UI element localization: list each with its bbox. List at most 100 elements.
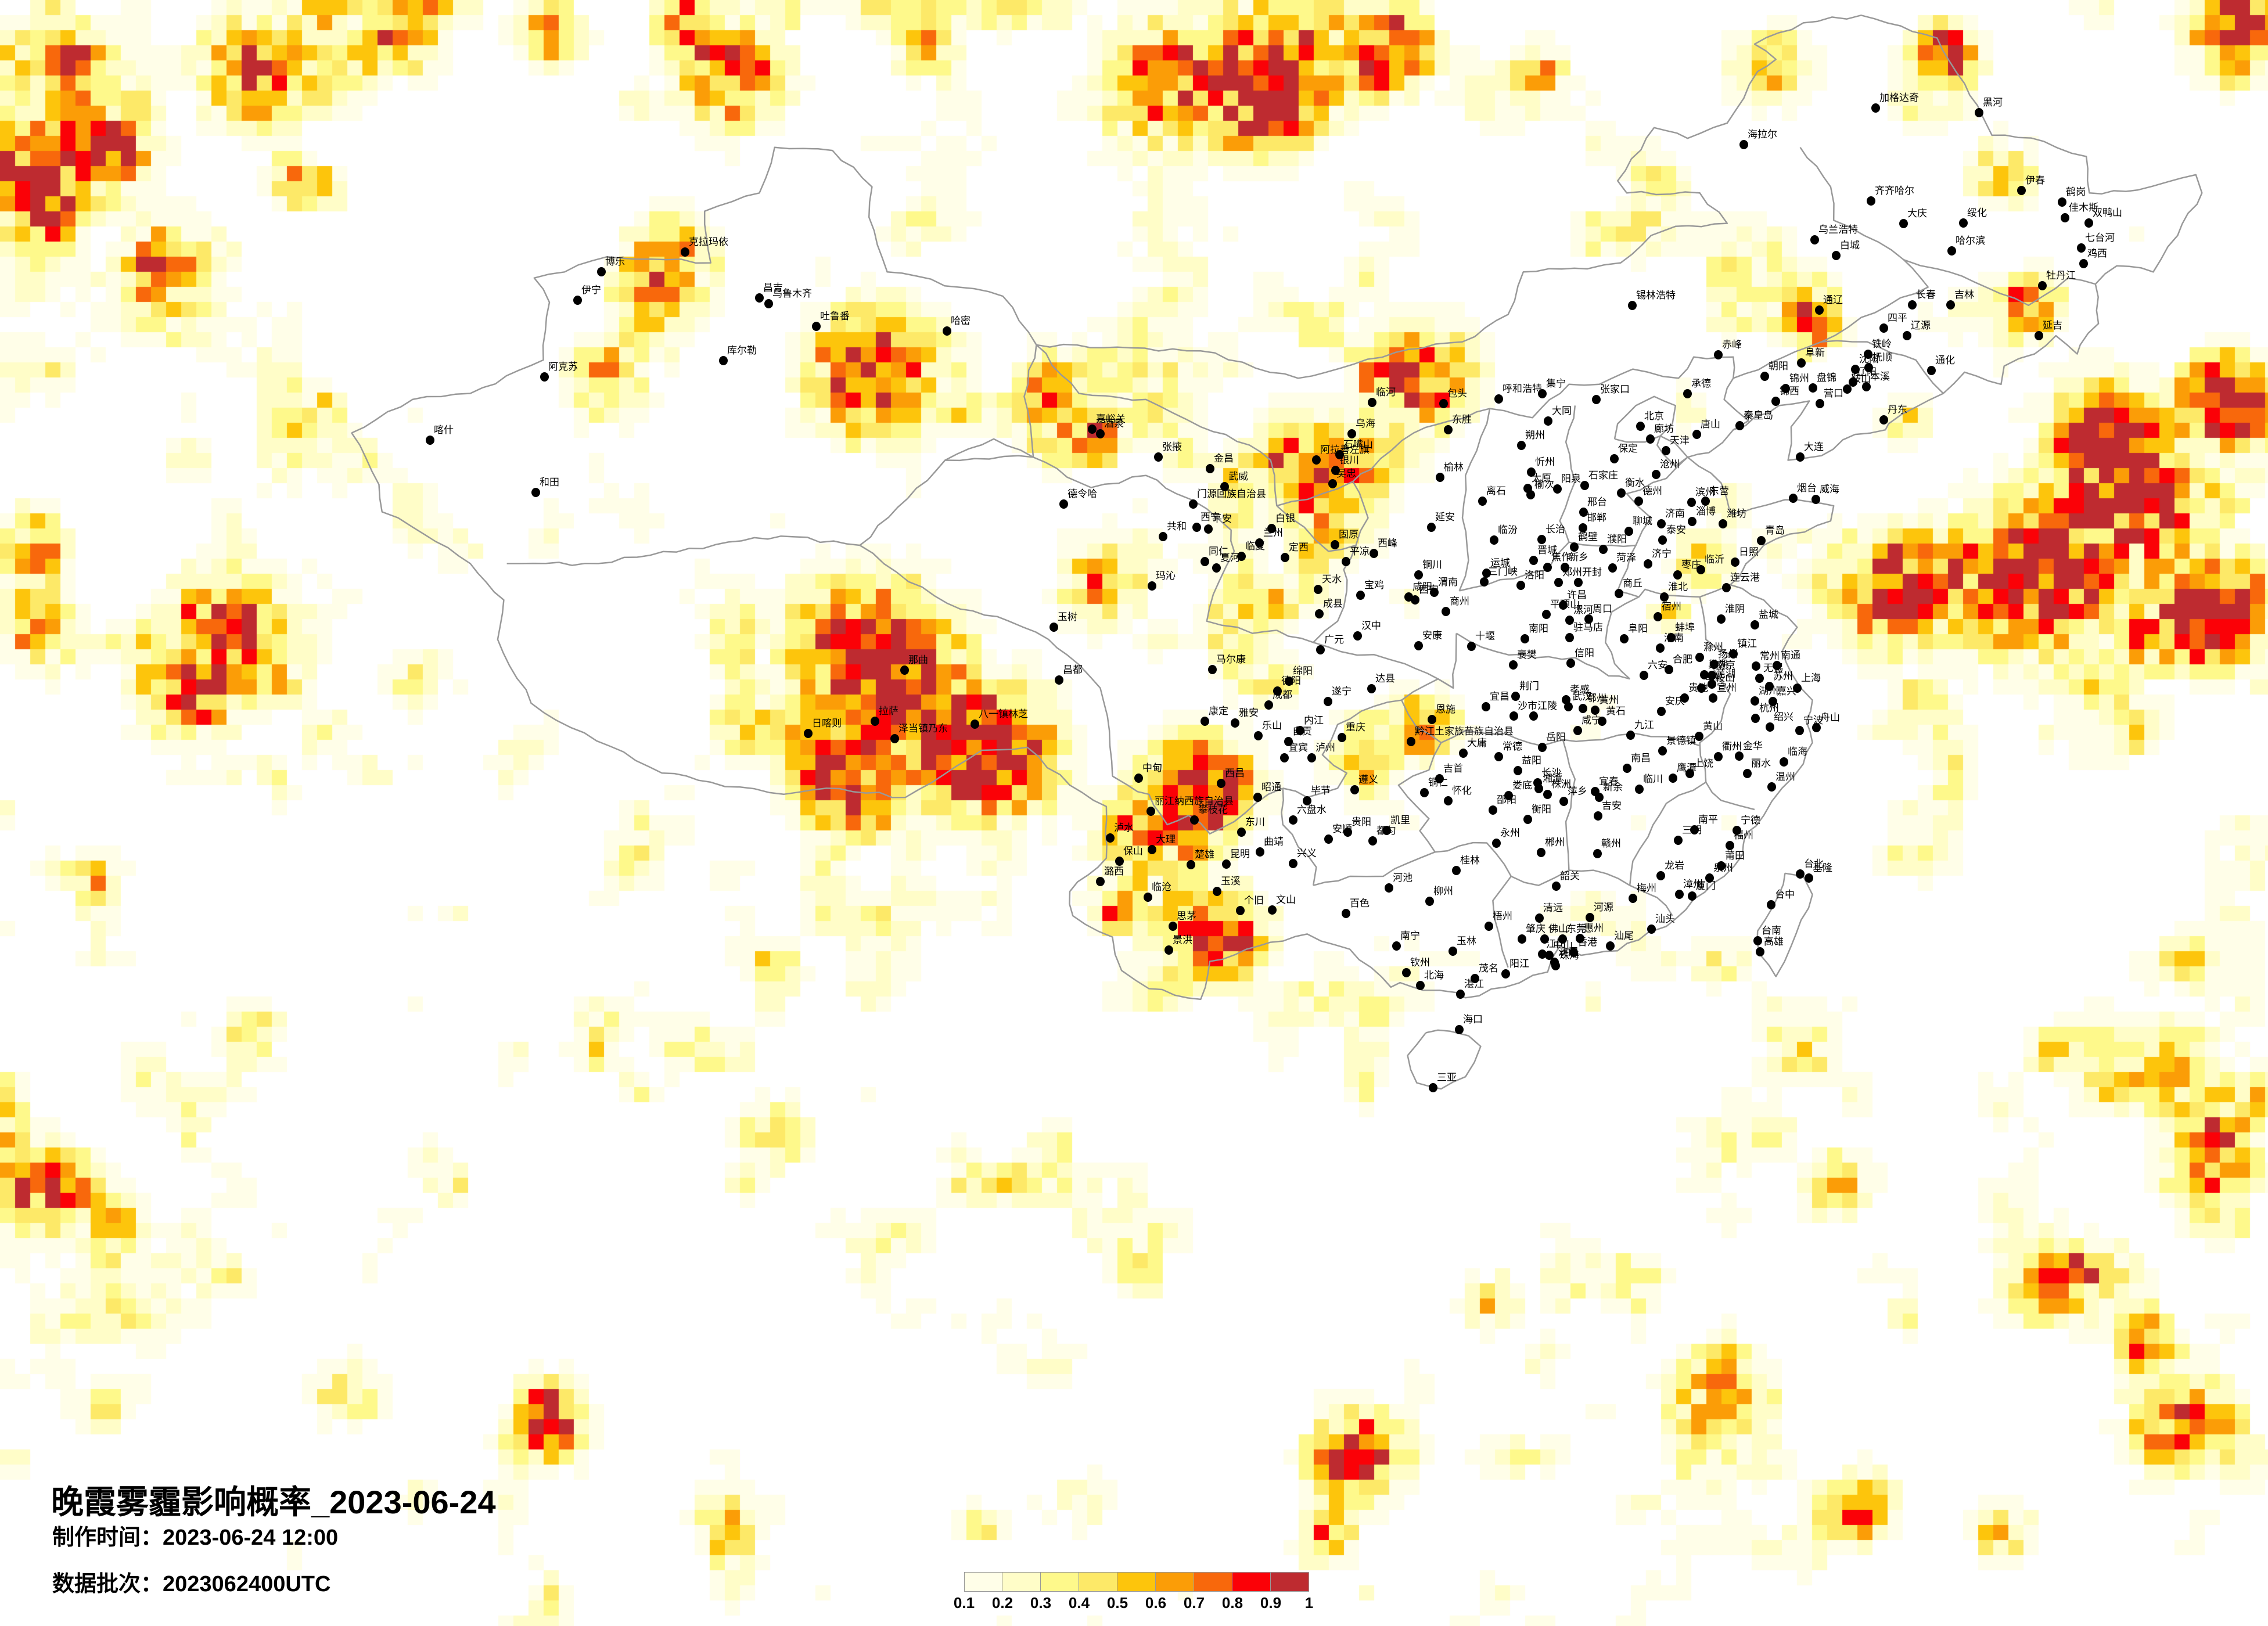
title-date: _2023-06-24 — [311, 1484, 496, 1520]
city-dot-icon — [1832, 251, 1841, 260]
city-dot-icon — [1665, 665, 1673, 674]
city-label: 离石 — [1486, 485, 1506, 497]
city-dot-icon — [1551, 961, 1560, 970]
city-label: 宁波 — [1803, 715, 1823, 726]
city-label: 永州 — [1500, 828, 1520, 839]
city-label: 宜昌 — [1490, 691, 1509, 702]
city-dot-icon — [1540, 934, 1549, 944]
city-label: 大理 — [1156, 834, 1176, 845]
legend-tick-label: 0.8 — [1221, 1594, 1243, 1611]
city-dot-icon — [1542, 610, 1551, 619]
city-dot-icon — [1579, 508, 1588, 517]
city-label: 泸州 — [1315, 742, 1335, 753]
city-dot-icon — [1594, 811, 1602, 821]
city-label: 贵阳 — [1352, 816, 1371, 828]
city-label: 西峰 — [1378, 538, 1397, 549]
city-label: 临沧 — [1152, 882, 1171, 893]
city-dot-icon — [1509, 660, 1518, 670]
city-dot-icon — [1710, 660, 1719, 669]
city-dot-icon — [1368, 836, 1377, 846]
city-label: 铜川 — [1422, 559, 1442, 570]
city-label: 金昌 — [1214, 453, 1234, 464]
city-label: 鹤壁 — [1578, 531, 1598, 542]
city-dot-icon — [1608, 563, 1617, 573]
boundary-line — [1435, 841, 1512, 877]
city-dot-icon — [1338, 733, 1346, 742]
city-label: 商丘 — [1623, 578, 1642, 589]
city-dot-icon — [1444, 425, 1453, 434]
city-dot-icon — [1864, 363, 1873, 372]
city-label: 延吉 — [2043, 320, 2062, 331]
city-label: 淮南 — [1664, 632, 1684, 643]
boundary-line — [859, 544, 1113, 776]
city-label: 曲靖 — [1264, 836, 1284, 847]
city-label: 呼和浩特 — [1503, 383, 1542, 394]
city-dot-icon — [1862, 382, 1871, 391]
city-label: 洛阳 — [1525, 570, 1544, 581]
city-dot-icon — [1429, 1083, 1437, 1092]
city-label: 武汉 — [1572, 691, 1592, 702]
city-label: 株洲 — [1551, 779, 1571, 790]
city-dot-icon — [1636, 422, 1645, 431]
city-label: 遂宁 — [1332, 686, 1352, 697]
city-label: 绍兴 — [1774, 711, 1793, 722]
city-dot-icon — [1610, 454, 1619, 463]
city-label: 白银 — [1275, 513, 1295, 524]
city-dot-icon — [1640, 671, 1648, 680]
city-dot-icon — [1312, 455, 1321, 465]
city-label: 许昌 — [1567, 589, 1587, 600]
city-label: 赤峰 — [1722, 339, 1742, 350]
city-dot-icon — [1558, 934, 1567, 944]
city-label: 南平 — [1698, 814, 1718, 825]
city-dot-icon — [1879, 415, 1888, 425]
legend-tick-label: 0.7 — [1183, 1594, 1205, 1611]
city-label: 北京 — [1644, 411, 1664, 422]
city-label: 吉林 — [1954, 289, 1974, 300]
city-label: 福州 — [1734, 830, 1753, 841]
city-label: 临海 — [1788, 746, 1807, 757]
city-dot-icon — [1735, 751, 1744, 761]
city-dot-icon — [1688, 517, 1696, 526]
city-dot-icon — [1815, 305, 1824, 315]
boundary-line — [1281, 788, 1317, 886]
city-label: 荆门 — [1519, 681, 1539, 692]
city-dot-icon — [1096, 429, 1105, 438]
city-label: 河池 — [1393, 872, 1412, 883]
city-label: 泽当镇乃东 — [898, 723, 948, 734]
city-dot-icon — [1843, 384, 1852, 394]
city-dot-icon — [1368, 398, 1376, 407]
city-dot-icon — [1254, 731, 1263, 740]
city-dot-icon — [1656, 871, 1665, 880]
city-label: 海口 — [1463, 1014, 1483, 1025]
city-dot-icon — [1106, 833, 1115, 843]
city-label: 凯里 — [1390, 815, 1410, 826]
city-dot-icon — [1780, 757, 1788, 767]
city-label: 临沂 — [1705, 554, 1724, 565]
city-dot-icon — [1729, 649, 1738, 659]
city-dot-icon — [1579, 704, 1587, 713]
city-label: 齐齐哈尔 — [1875, 185, 1914, 196]
city-label: 郴州 — [1545, 837, 1565, 848]
city-label: 兴义 — [1297, 848, 1317, 859]
city-dot-icon — [1634, 497, 1643, 506]
city-dot-icon — [1959, 218, 1968, 228]
city-dot-icon — [1615, 589, 1623, 598]
city-dot-icon — [1315, 609, 1324, 618]
city-label: 佳木斯 — [2069, 202, 2098, 213]
city-dot-icon — [1237, 828, 1246, 837]
city-label: 邯郸 — [1587, 512, 1606, 523]
city-label: 基隆 — [1813, 862, 1832, 873]
city-dot-icon — [1482, 569, 1491, 578]
city-label: 沧州 — [1660, 459, 1680, 470]
city-label: 聊城 — [1633, 516, 1652, 527]
city-label: 濮阳 — [1607, 534, 1627, 545]
city-dot-icon — [1527, 467, 1536, 477]
city-dot-icon — [1285, 677, 1293, 686]
city-dot-icon — [1908, 300, 1917, 310]
city-label: 吉首 — [1443, 763, 1463, 774]
city-label: 大庆 — [1907, 208, 1927, 219]
city-label: 黄州 — [1599, 695, 1619, 706]
city-label: 德阳 — [1281, 675, 1301, 686]
city-dot-icon — [1444, 796, 1453, 805]
